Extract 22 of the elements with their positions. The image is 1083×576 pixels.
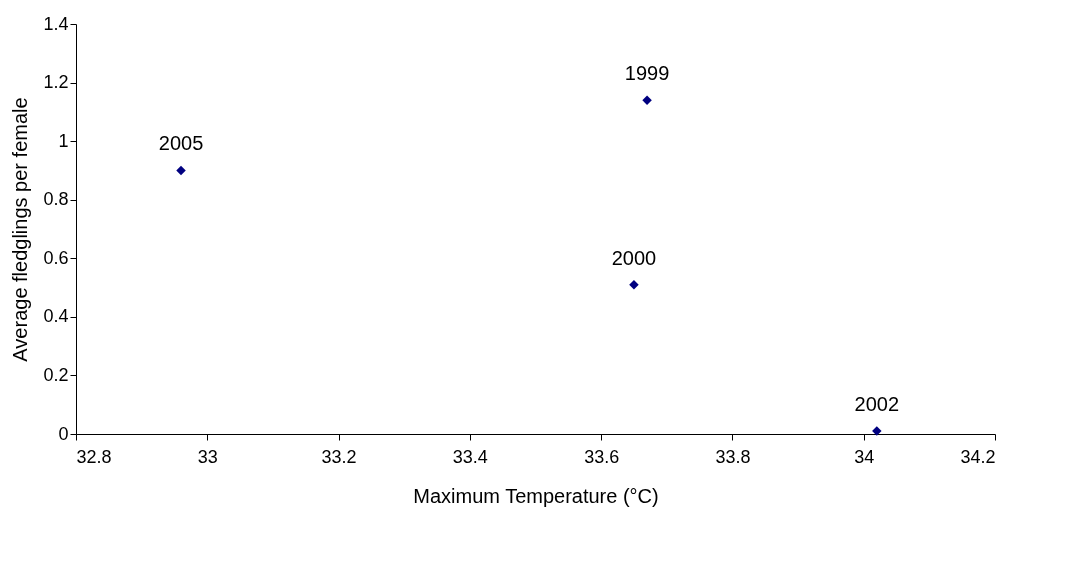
y-axis-title: Average fledglings per female [9,97,32,362]
annotation: 1999 [624,62,670,85]
x-tick-label: 32.8 [76,446,112,467]
x-tick-label: 33.4 [452,446,488,467]
x-tick-label: 33 [197,446,218,467]
annotation: 2002 [854,393,900,416]
y-tick-label: 0.4 [43,306,69,327]
x-tick-label: 33.2 [321,446,357,467]
x-tick-label: 34 [854,446,875,467]
y-tick-label: 1 [58,130,69,151]
y-tick-label: 1.2 [43,72,69,93]
annotation: 2000 [611,246,657,269]
x-tick-label: 33.8 [715,446,751,467]
y-tick-label: 0.8 [43,189,69,210]
y-tick-label: 0 [58,423,69,444]
y-tick-label: 0.6 [43,247,69,268]
y-tick-label: 0.2 [43,364,69,385]
x-tick-label: 34.2 [960,446,996,467]
x-tick-label: 33.6 [584,446,620,467]
annotation: 2005 [158,132,204,155]
y-tick-label: 1.4 [43,13,69,34]
x-axis-title: Maximum Temperature (°C) [413,484,659,507]
